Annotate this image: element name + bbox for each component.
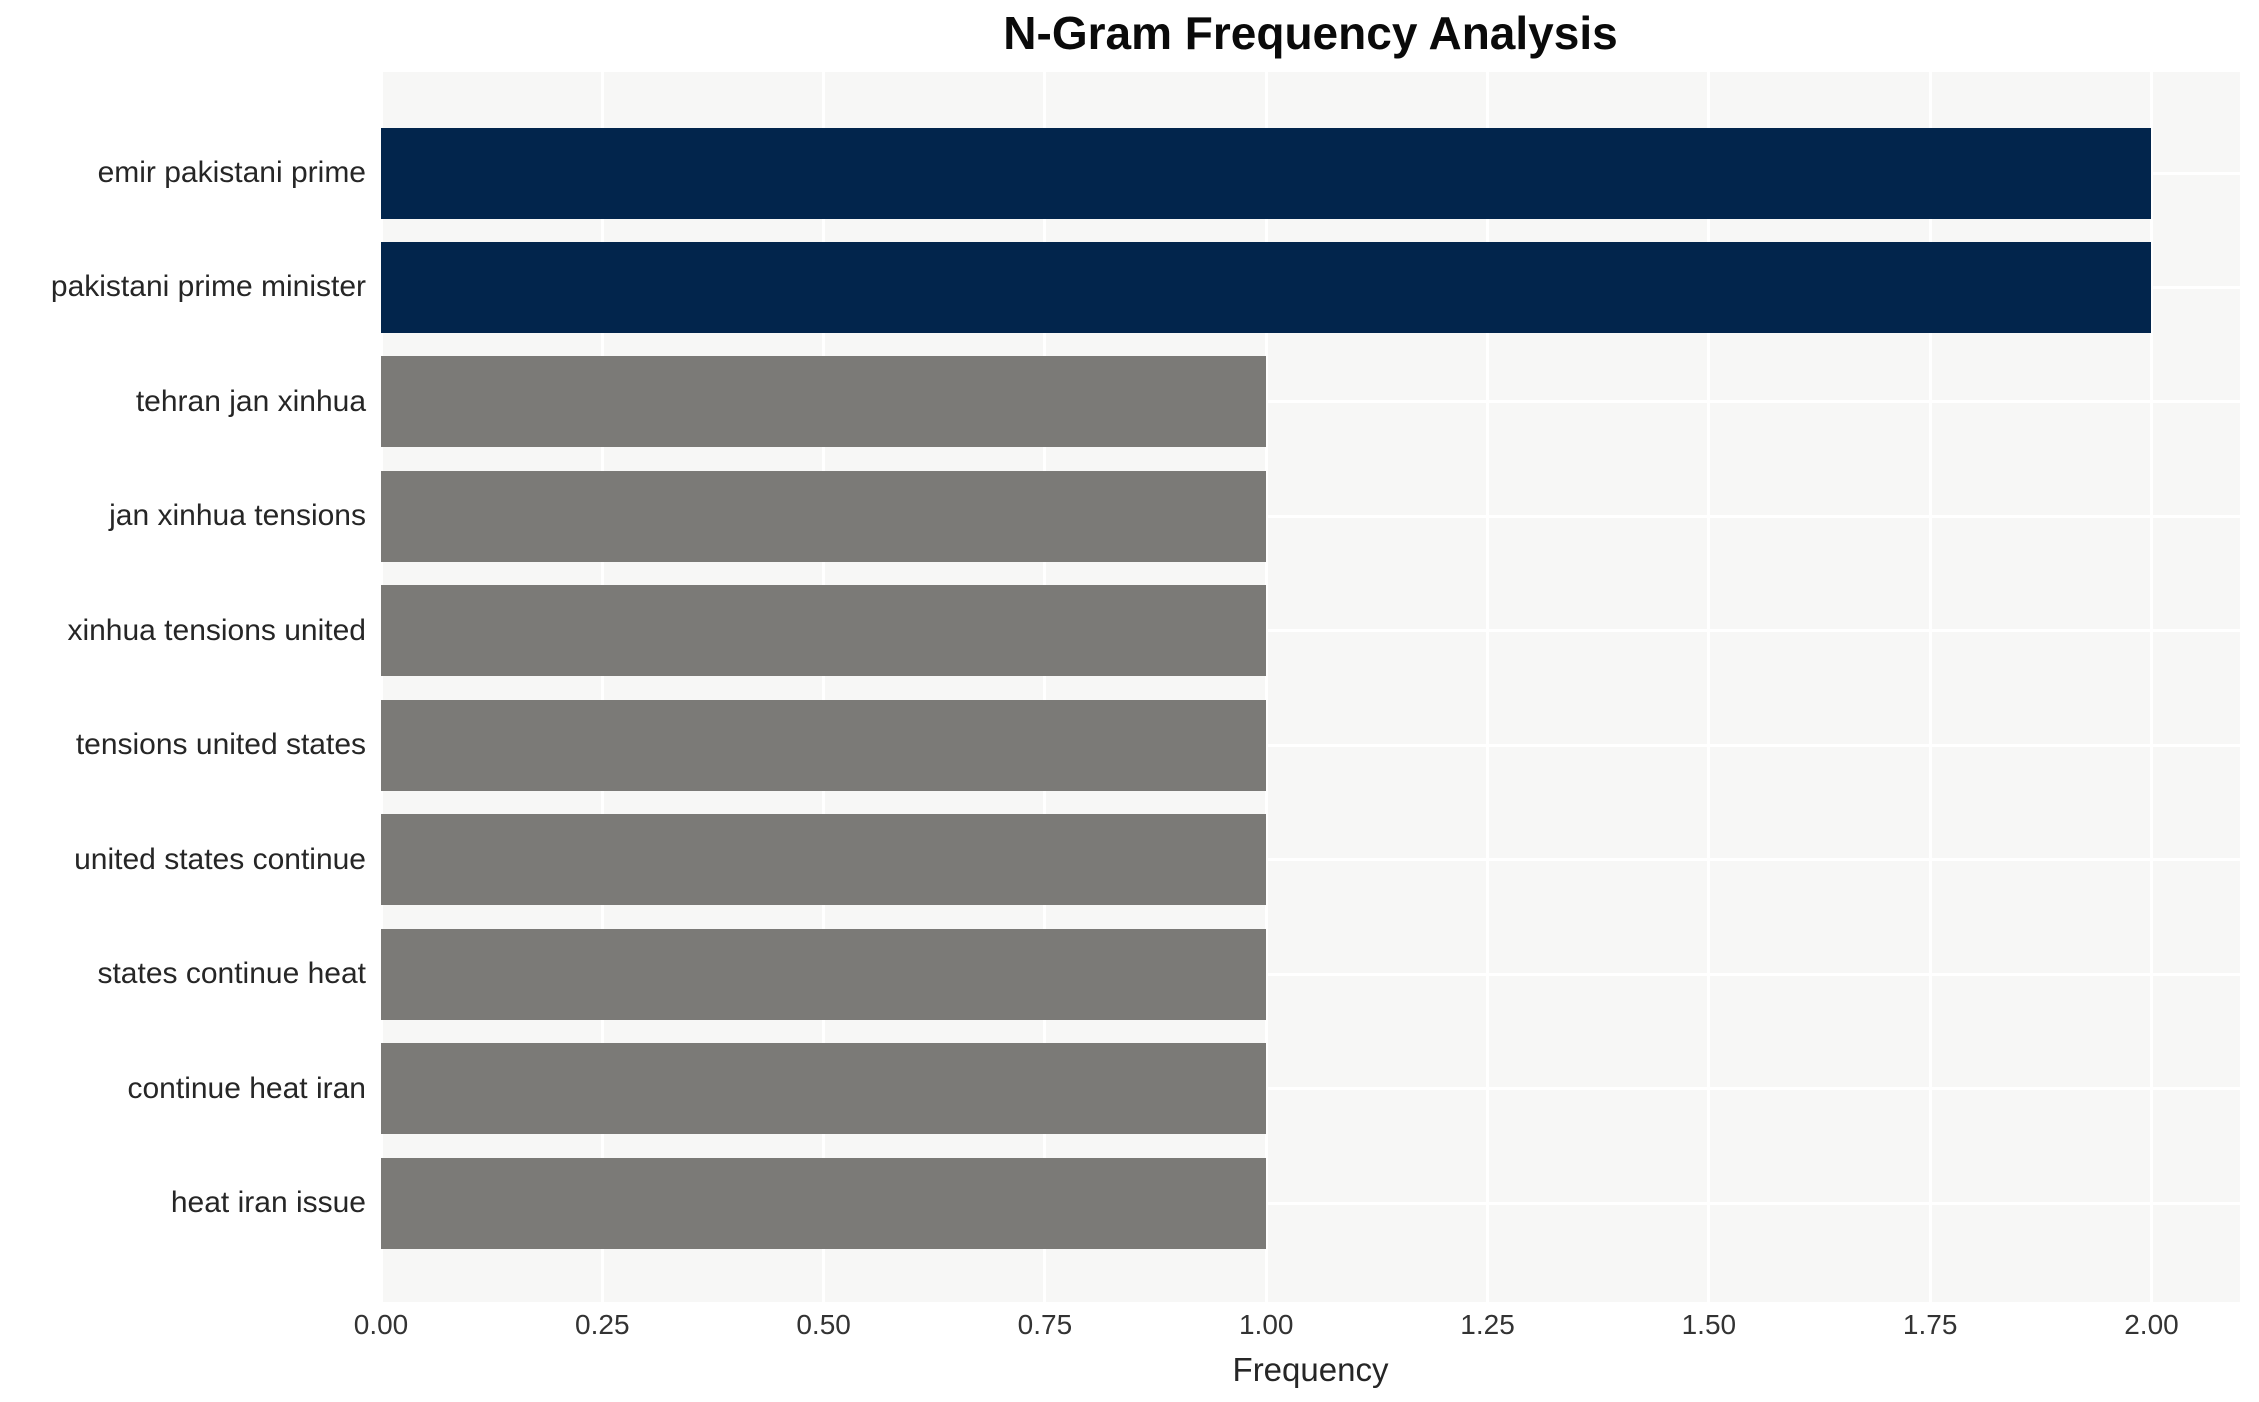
y-axis-tick-labels: emir pakistani prime pakistani prime mini… — [0, 0, 366, 1402]
y-tick-label: continue heat iran — [127, 1071, 366, 1105]
bar — [381, 470, 1267, 562]
gridline-vertical — [1043, 72, 1047, 1302]
gridline-horizontal — [381, 514, 2240, 518]
x-tick-label: 0.75 — [1017, 1309, 1073, 1340]
x-tick-label: 0.25 — [575, 1309, 630, 1340]
bar — [381, 1157, 1267, 1249]
gridline-vertical — [1486, 72, 1490, 1302]
gridline-vertical — [822, 72, 826, 1302]
bar — [381, 356, 1267, 448]
x-tick-label: 1.75 — [1902, 1309, 1958, 1340]
y-tick-label: xinhua tensions united — [67, 613, 366, 647]
bar — [381, 127, 2152, 219]
chart-title: N-Gram Frequency Analysis — [1003, 7, 1618, 59]
x-tick-label: 2.00 — [2124, 1309, 2179, 1340]
x-tick-label: 0.00 — [353, 1309, 409, 1340]
gridline-horizontal — [381, 743, 2240, 747]
x-tick-label: 0.50 — [796, 1309, 851, 1340]
gridline-vertical — [2149, 72, 2153, 1302]
bar — [381, 699, 1267, 791]
gridline-horizontal — [381, 400, 2240, 404]
gridline-horizontal — [381, 858, 2240, 862]
gridline-vertical — [381, 72, 383, 1302]
gridline-horizontal — [381, 629, 2240, 633]
y-tick-label: tensions united states — [75, 728, 366, 762]
gridline-horizontal — [381, 1201, 2240, 1205]
gridline-vertical — [1264, 72, 1268, 1302]
plot-area — [381, 72, 2240, 1302]
y-tick-label: heat iran issue — [170, 1186, 366, 1220]
bar — [381, 928, 1267, 1020]
bar — [381, 814, 1267, 906]
x-tick-label: 1.25 — [1460, 1309, 1515, 1340]
x-tick-label: 1.00 — [1238, 1309, 1294, 1340]
gridline-vertical — [1928, 72, 1932, 1302]
x-tick-label: 1.50 — [1681, 1309, 1737, 1340]
y-tick-label: emir pakistani prime — [97, 156, 366, 189]
gridline-vertical — [1707, 72, 1711, 1302]
x-axis-label: Frequency — [1232, 1351, 1389, 1388]
bar — [381, 1043, 1267, 1135]
gridline-horizontal — [381, 972, 2240, 976]
y-tick-label: pakistani prime minister — [50, 270, 366, 304]
bar — [381, 585, 1267, 677]
y-tick-label: states continue heat — [97, 957, 366, 991]
y-tick-label: jan xinhua tensions — [109, 499, 366, 533]
bar — [381, 241, 2152, 333]
y-tick-label: united states continue — [74, 842, 366, 876]
gridline-horizontal — [381, 1087, 2240, 1091]
y-tick-label: tehran jan xinhua — [135, 384, 366, 418]
gridline-vertical — [600, 72, 604, 1302]
